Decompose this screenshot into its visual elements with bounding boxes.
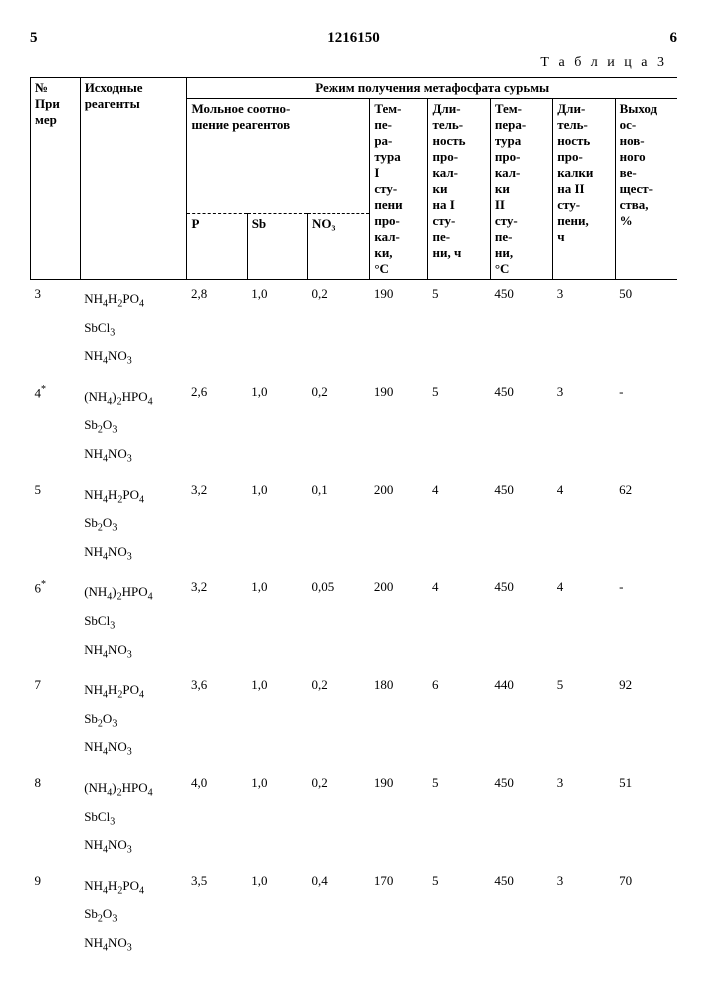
cell-num: 7 <box>31 671 81 769</box>
cell-d1: 5 <box>428 280 490 378</box>
cell-y: - <box>615 573 677 671</box>
th-mode: Режим получения метафосфата сурьмы <box>187 78 677 99</box>
cell-y: 51 <box>615 769 677 867</box>
cell-NO3: 0,2 <box>307 378 369 476</box>
table-row: 6*(NH4)2HPO4SbCl3NH4NO33,21,00,052004450… <box>31 573 678 671</box>
th-num: № При мер <box>31 78 81 280</box>
table-row: 7NH4H2PO4Sb2O3NH4NO33,61,00,21806440592 <box>31 671 678 769</box>
cell-t2: 450 <box>490 378 552 476</box>
cell-y: - <box>615 378 677 476</box>
th-d2: Дли- тель- ность про- калки на II сту- п… <box>553 99 615 280</box>
data-table: № При мер Исходные реагенты Режим получе… <box>30 77 677 964</box>
cell-P: 3,6 <box>187 671 247 769</box>
cell-Sb: 1,0 <box>247 280 307 378</box>
cell-y: 50 <box>615 280 677 378</box>
cell-NO3: 0,1 <box>307 476 369 574</box>
cell-reagents: NH4H2PO4Sb2O3NH4NO3 <box>80 476 187 574</box>
cell-num: 8 <box>31 769 81 867</box>
table-row: 4*(NH4)2HPO4Sb2O3NH4NO32,61,00,219054503… <box>31 378 678 476</box>
cell-NO3: 0,2 <box>307 769 369 867</box>
cell-num: 6* <box>31 573 81 671</box>
cell-d1: 5 <box>428 867 490 965</box>
cell-reagents: NH4H2PO4Sb2O3NH4NO3 <box>80 867 187 965</box>
cell-d2: 5 <box>553 671 615 769</box>
cell-reagents: (NH4)2HPO4SbCl3NH4NO3 <box>80 769 187 867</box>
cell-Sb: 1,0 <box>247 476 307 574</box>
cell-d1: 6 <box>428 671 490 769</box>
cell-P: 3,5 <box>187 867 247 965</box>
table-row: 9NH4H2PO4Sb2O3NH4NO33,51,00,41705450370 <box>31 867 678 965</box>
cell-NO3: 0,2 <box>307 671 369 769</box>
page-left: 5 <box>30 30 38 47</box>
cell-d1: 5 <box>428 378 490 476</box>
table-row: 8(NH4)2HPO4SbCl3NH4NO34,01,00,2190545035… <box>31 769 678 867</box>
th-reagents: Исходные реагенты <box>80 78 187 280</box>
cell-Sb: 1,0 <box>247 671 307 769</box>
cell-num: 5 <box>31 476 81 574</box>
doc-number: 1216150 <box>327 30 380 47</box>
th-d1: Дли- тель- ность про- кал- ки на I сту- … <box>428 99 490 280</box>
cell-d1: 4 <box>428 573 490 671</box>
table-row: 5NH4H2PO4Sb2O3NH4NO33,21,00,12004450462 <box>31 476 678 574</box>
cell-NO3: 0,4 <box>307 867 369 965</box>
cell-reagents: (NH4)2HPO4Sb2O3NH4NO3 <box>80 378 187 476</box>
cell-t1: 190 <box>370 280 428 378</box>
cell-P: 3,2 <box>187 573 247 671</box>
cell-P: 3,2 <box>187 476 247 574</box>
th-t1: Тем- пе- ра- тура I сту- пени про- кал- … <box>370 99 428 280</box>
cell-num: 9 <box>31 867 81 965</box>
table-caption: Т а б л и ц а 3 <box>30 55 667 71</box>
cell-d2: 3 <box>553 867 615 965</box>
cell-t2: 440 <box>490 671 552 769</box>
table-body: 3NH4H2PO4SbCl3NH4NO32,81,00,219054503504… <box>31 280 678 965</box>
cell-t1: 190 <box>370 769 428 867</box>
cell-P: 4,0 <box>187 769 247 867</box>
cell-t2: 450 <box>490 867 552 965</box>
cell-NO3: 0,05 <box>307 573 369 671</box>
cell-reagents: NH4H2PO4Sb2O3NH4NO3 <box>80 671 187 769</box>
cell-num: 4* <box>31 378 81 476</box>
cell-d1: 4 <box>428 476 490 574</box>
cell-NO3: 0,2 <box>307 280 369 378</box>
cell-P: 2,6 <box>187 378 247 476</box>
th-t2: Тем- пера- тура про- кал- ки II сту- пе-… <box>490 99 552 280</box>
th-no3: NO₃ <box>307 214 369 280</box>
cell-d2: 3 <box>553 280 615 378</box>
th-yield: Выход ос- нов- ного ве- щест- ства, % <box>615 99 677 280</box>
cell-num: 3 <box>31 280 81 378</box>
cell-t2: 450 <box>490 280 552 378</box>
th-molar: Мольное соотно- шение реагентов <box>187 99 370 214</box>
cell-d2: 4 <box>553 476 615 574</box>
cell-y: 92 <box>615 671 677 769</box>
th-sb: Sb <box>247 214 307 280</box>
cell-Sb: 1,0 <box>247 573 307 671</box>
cell-t2: 450 <box>490 573 552 671</box>
cell-P: 2,8 <box>187 280 247 378</box>
cell-t2: 450 <box>490 769 552 867</box>
cell-d2: 4 <box>553 573 615 671</box>
cell-d2: 3 <box>553 769 615 867</box>
cell-Sb: 1,0 <box>247 378 307 476</box>
cell-reagents: (NH4)2HPO4SbCl3NH4NO3 <box>80 573 187 671</box>
cell-d2: 3 <box>553 378 615 476</box>
page-right: 6 <box>670 30 678 47</box>
table-row: 3NH4H2PO4SbCl3NH4NO32,81,00,21905450350 <box>31 280 678 378</box>
cell-Sb: 1,0 <box>247 769 307 867</box>
cell-Sb: 1,0 <box>247 867 307 965</box>
cell-t2: 450 <box>490 476 552 574</box>
cell-t1: 170 <box>370 867 428 965</box>
cell-d1: 5 <box>428 769 490 867</box>
cell-y: 62 <box>615 476 677 574</box>
cell-y: 70 <box>615 867 677 965</box>
th-p: P <box>187 214 247 280</box>
cell-t1: 190 <box>370 378 428 476</box>
cell-t1: 200 <box>370 476 428 574</box>
cell-t1: 200 <box>370 573 428 671</box>
cell-reagents: NH4H2PO4SbCl3NH4NO3 <box>80 280 187 378</box>
cell-t1: 180 <box>370 671 428 769</box>
